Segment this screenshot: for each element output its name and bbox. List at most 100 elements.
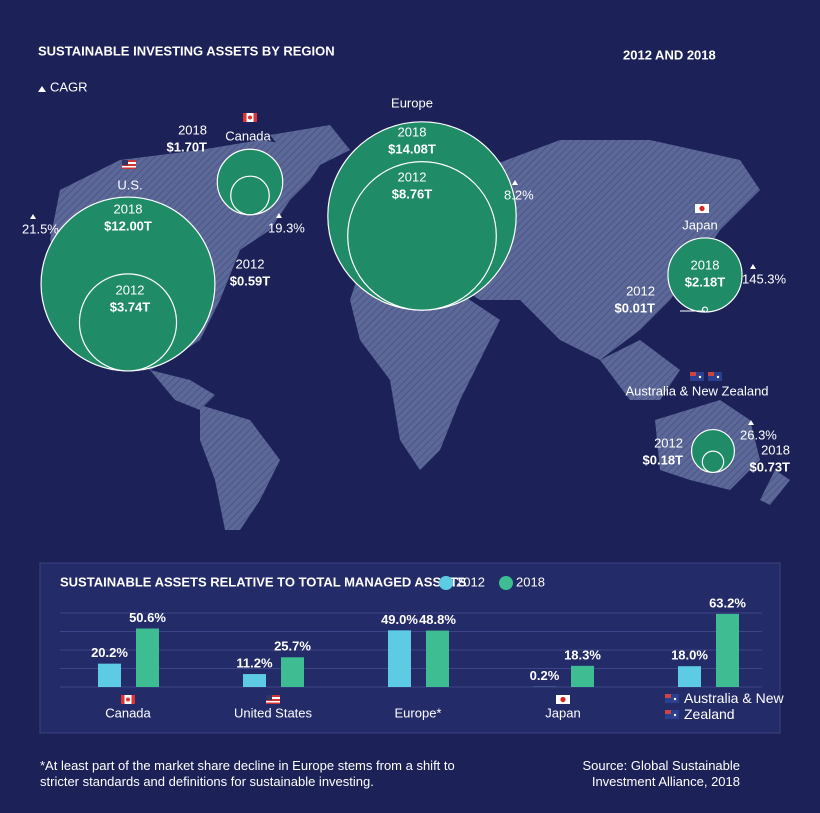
value-label: $8.76T bbox=[392, 186, 433, 201]
bar bbox=[426, 630, 449, 687]
flag bbox=[673, 697, 677, 701]
value-label: $2.18T bbox=[685, 274, 726, 289]
bar bbox=[678, 666, 701, 687]
growth-marker bbox=[276, 213, 282, 218]
flag bbox=[121, 695, 125, 704]
category-label: Europe* bbox=[395, 705, 442, 720]
growth-marker bbox=[512, 180, 518, 185]
flag bbox=[122, 160, 136, 169]
source: Source: Global Sustainable Investment Al… bbox=[582, 758, 740, 789]
region-name: Canada bbox=[225, 128, 271, 143]
year-label: 2012 bbox=[626, 283, 655, 298]
bar-title: SUSTAINABLE ASSETS RELATIVE TO TOTAL MAN… bbox=[60, 574, 467, 589]
growth-label: 21.5% bbox=[22, 221, 59, 236]
flag bbox=[690, 372, 696, 376]
bar-value-label: 18.3% bbox=[564, 647, 601, 662]
value-label: $0.01T bbox=[615, 300, 656, 315]
bar bbox=[243, 674, 266, 687]
category-label: Australia & New Zealand bbox=[684, 690, 784, 722]
flag bbox=[253, 113, 257, 122]
bar-value-label: 63.2% bbox=[709, 595, 746, 610]
value-label: $1.70T bbox=[167, 139, 208, 154]
bar bbox=[571, 665, 594, 687]
year-label: 2012 bbox=[236, 256, 265, 271]
cagr-legend: CAGR bbox=[50, 79, 88, 94]
bar bbox=[136, 628, 159, 687]
value-label: $0.73T bbox=[750, 459, 791, 474]
growth-label: 8.2% bbox=[504, 187, 534, 202]
legend-swatch bbox=[499, 576, 513, 590]
flag bbox=[126, 697, 130, 702]
category-label: Canada bbox=[105, 705, 151, 720]
flag bbox=[248, 115, 252, 120]
region-name: Europe bbox=[391, 95, 433, 110]
growth-marker bbox=[30, 214, 36, 219]
year-label: 2012 bbox=[398, 169, 427, 184]
flag bbox=[122, 160, 128, 165]
bar bbox=[388, 630, 411, 687]
flag bbox=[665, 694, 679, 703]
bubble-2012 bbox=[230, 175, 270, 216]
flag bbox=[266, 695, 272, 700]
bar-value-label: 0.2% bbox=[530, 668, 560, 683]
growth-label: 145.3% bbox=[742, 271, 787, 286]
cagr-marker bbox=[38, 86, 46, 92]
subtitle: 2012 AND 2018 bbox=[623, 47, 716, 62]
bar-value-label: 11.2% bbox=[236, 655, 273, 670]
bar-value-label: 50.6% bbox=[129, 610, 166, 625]
growth-marker bbox=[750, 264, 756, 269]
bar bbox=[716, 613, 739, 687]
flag bbox=[122, 166, 136, 168]
region-name: Australia & New Zealand bbox=[625, 383, 768, 398]
category-label: United States bbox=[234, 705, 313, 720]
value-label: $0.59T bbox=[230, 273, 271, 288]
flag bbox=[716, 375, 720, 379]
flag bbox=[699, 205, 705, 212]
region-name: Japan bbox=[682, 217, 717, 232]
flag bbox=[243, 113, 247, 122]
bar-value-label: 49.0% bbox=[381, 612, 418, 627]
flag bbox=[131, 695, 135, 704]
flag bbox=[266, 695, 280, 704]
year-label: 2012 bbox=[654, 435, 683, 450]
legend-label: 2018 bbox=[516, 574, 545, 589]
footnote: *At least part of the market share decli… bbox=[40, 758, 455, 789]
flag bbox=[698, 375, 702, 379]
year-label: 2018 bbox=[178, 122, 207, 137]
flag bbox=[708, 372, 714, 376]
flag bbox=[708, 372, 722, 381]
bar-value-label: 25.7% bbox=[274, 639, 311, 654]
bar bbox=[281, 657, 304, 687]
value-label: $0.18T bbox=[643, 452, 684, 467]
year-label: 2018 bbox=[691, 257, 720, 272]
bar-value-label: 48.8% bbox=[419, 612, 456, 627]
flag bbox=[690, 372, 704, 381]
flag bbox=[665, 710, 671, 714]
flag bbox=[122, 162, 136, 164]
flag bbox=[266, 697, 280, 699]
flag bbox=[560, 696, 566, 703]
flag bbox=[665, 710, 679, 719]
value-label: $3.74T bbox=[110, 299, 151, 314]
value-label: $12.00T bbox=[104, 218, 152, 233]
bubble-2012 bbox=[347, 161, 497, 311]
growth-marker bbox=[748, 420, 754, 425]
bar-value-label: 18.0% bbox=[671, 648, 708, 663]
flag bbox=[673, 713, 677, 717]
region-name: U.S. bbox=[117, 177, 142, 192]
year-label: 2012 bbox=[116, 282, 145, 297]
year-label: 2018 bbox=[761, 442, 790, 457]
bubble-2012 bbox=[701, 450, 725, 474]
category-label: Japan bbox=[545, 705, 580, 720]
legend-swatch bbox=[439, 576, 453, 590]
flag bbox=[665, 694, 671, 698]
bar bbox=[98, 663, 121, 687]
growth-label: 19.3% bbox=[268, 220, 305, 235]
title: SUSTAINABLE INVESTING ASSETS BY REGION bbox=[38, 43, 335, 58]
growth-label: 26.3% bbox=[740, 427, 777, 442]
bar-value-label: 20.2% bbox=[91, 645, 128, 660]
value-label: $14.08T bbox=[388, 141, 436, 156]
year-label: 2018 bbox=[398, 124, 427, 139]
